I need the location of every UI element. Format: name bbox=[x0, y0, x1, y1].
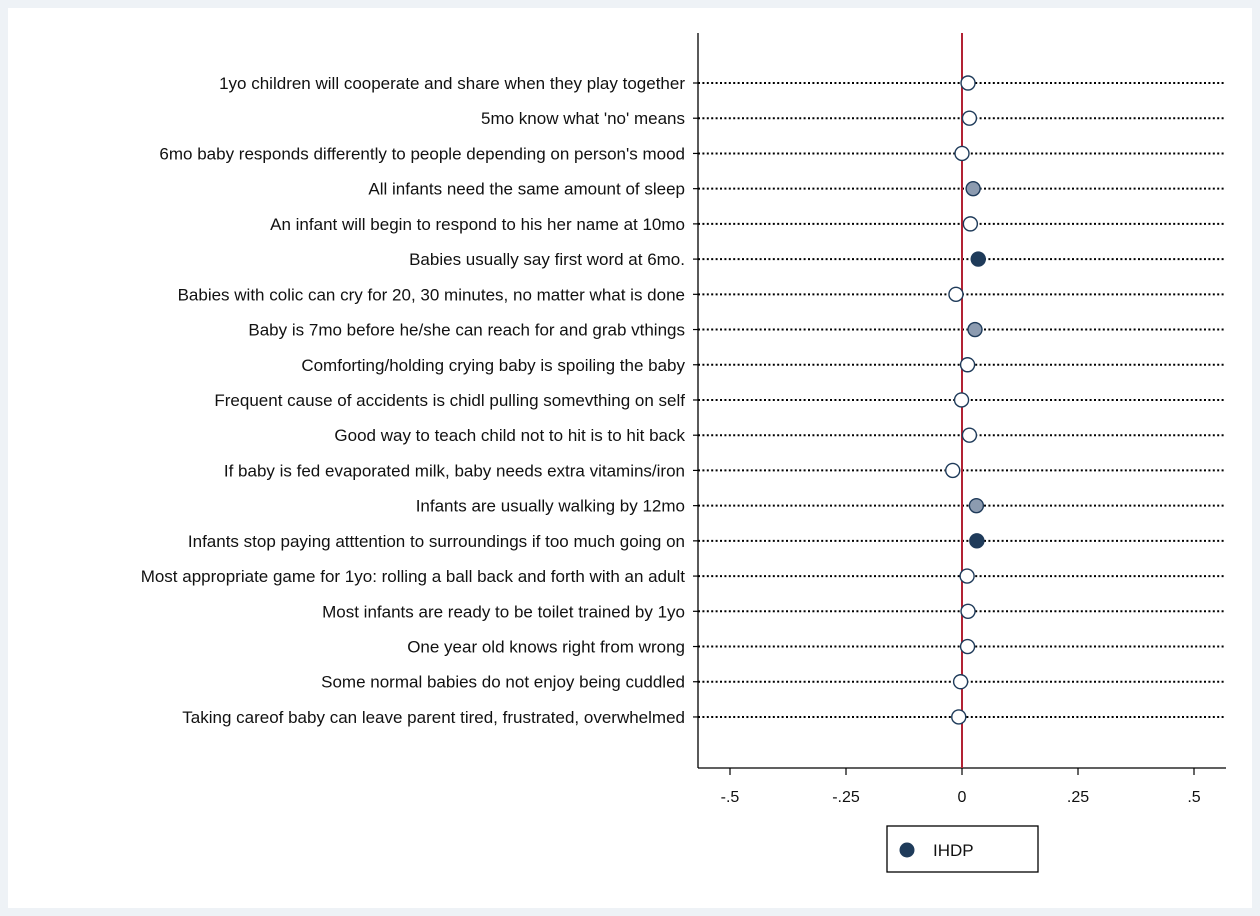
data-point-gray bbox=[965, 180, 981, 197]
data-point-open bbox=[952, 674, 969, 690]
data-point-open bbox=[961, 427, 978, 443]
data-point-dark bbox=[969, 533, 985, 549]
data-point-open bbox=[960, 75, 976, 91]
data-point-open bbox=[945, 462, 961, 479]
data-point-open bbox=[948, 286, 964, 303]
category-label: Infants are usually walking by 12mo bbox=[416, 497, 685, 516]
data-point-gray bbox=[968, 497, 985, 514]
x-tick-label: -.25 bbox=[832, 789, 860, 806]
category-label: 1yo children will cooperate and share wh… bbox=[219, 74, 685, 93]
category-label: Infants stop paying atttention to surrou… bbox=[188, 532, 685, 551]
data-point-open bbox=[951, 709, 967, 725]
data-point-open bbox=[953, 392, 970, 408]
category-label: Babies with colic can cry for 20, 30 min… bbox=[178, 285, 685, 304]
plot-background bbox=[8, 8, 1252, 908]
category-label: Most infants are ready to be toilet trai… bbox=[322, 602, 685, 621]
category-label: Comforting/holding crying baby is spoili… bbox=[301, 356, 685, 375]
category-label: If baby is fed evaporated milk, baby nee… bbox=[224, 461, 685, 480]
data-point-open bbox=[959, 638, 976, 655]
legend: IHDP bbox=[886, 825, 1039, 873]
data-point-gray bbox=[967, 321, 983, 338]
x-tick-label: .25 bbox=[1067, 789, 1089, 806]
data-point-open bbox=[961, 110, 978, 126]
category-label: Frequent cause of accidents is chidl pul… bbox=[214, 391, 685, 410]
data-point-dark bbox=[970, 251, 986, 267]
x-tick-label: -.5 bbox=[721, 789, 740, 806]
rows-layer: 1yo children will cooperate and share wh… bbox=[141, 74, 1226, 727]
data-points bbox=[945, 75, 986, 725]
data-point-open bbox=[954, 145, 970, 162]
category-label: 6mo baby responds differently to people … bbox=[159, 144, 685, 163]
category-label: 5mo know what 'no' means bbox=[481, 109, 685, 128]
category-label: Baby is 7mo before he/she can reach for … bbox=[248, 321, 685, 340]
x-axis-ticks: -.5 -.25 0 .25 .5 bbox=[721, 768, 1201, 806]
category-label: Good way to teach child not to hit is to… bbox=[334, 426, 685, 445]
category-label: Babies usually say first word at 6mo. bbox=[409, 250, 685, 269]
category-label: Some normal babies do not enjoy being cu… bbox=[321, 673, 685, 692]
category-label: One year old knows right from wrong bbox=[407, 638, 685, 657]
category-label: An infant will begin to respond to his h… bbox=[270, 215, 685, 234]
data-point-open bbox=[959, 357, 976, 373]
data-point-open bbox=[959, 568, 975, 584]
x-tick-label: .5 bbox=[1187, 789, 1200, 806]
category-label: All infants need the same amount of slee… bbox=[368, 180, 685, 199]
x-tick-label: 0 bbox=[958, 789, 967, 806]
filled-circle-icon bbox=[899, 842, 915, 858]
category-label: Most appropriate game for 1yo: rolling a… bbox=[141, 567, 686, 586]
data-point-open bbox=[962, 216, 979, 232]
data-point-open bbox=[960, 603, 976, 619]
category-label: Taking careof baby can leave parent tire… bbox=[182, 708, 685, 727]
legend-label: IHDP bbox=[933, 841, 974, 860]
